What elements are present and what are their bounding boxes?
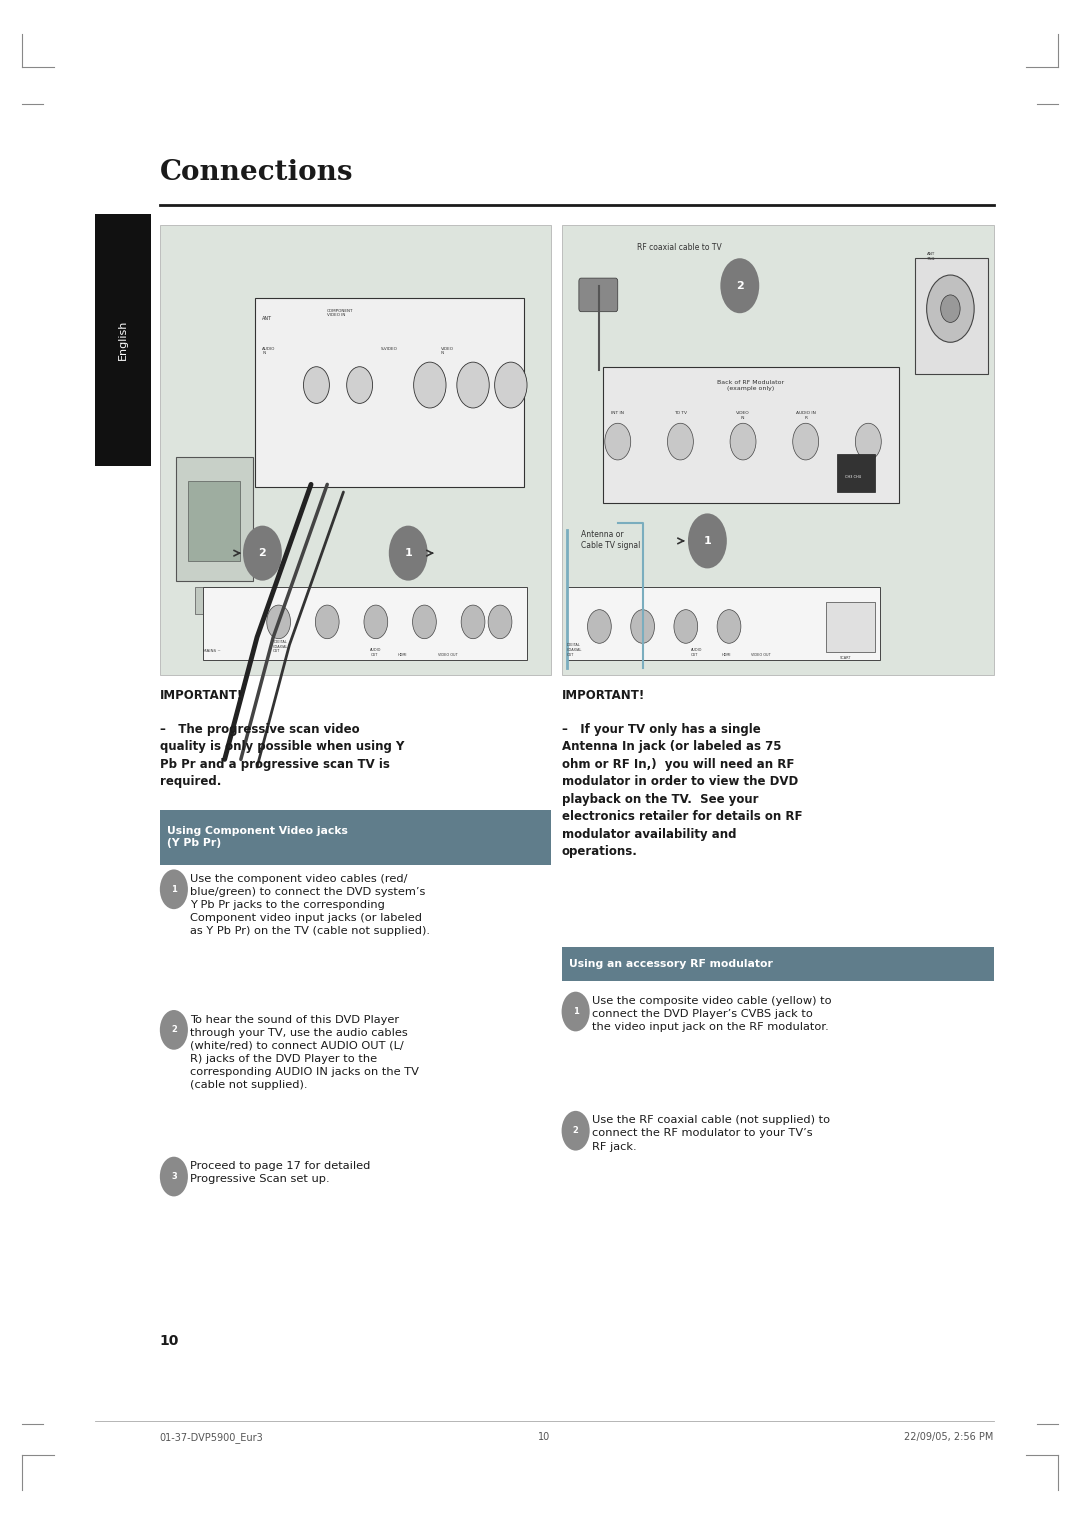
Circle shape — [315, 605, 339, 639]
Text: Antenna or
Cable TV signal: Antenna or Cable TV signal — [581, 530, 640, 550]
FancyBboxPatch shape — [176, 457, 253, 581]
Circle shape — [364, 605, 388, 639]
Circle shape — [303, 367, 329, 403]
Text: 1: 1 — [572, 1007, 579, 1016]
Text: TO TV: TO TV — [674, 411, 687, 416]
Text: VIDEO
IN: VIDEO IN — [441, 347, 454, 356]
Circle shape — [855, 423, 881, 460]
Text: Using an accessory RF modulator: Using an accessory RF modulator — [569, 960, 773, 969]
FancyBboxPatch shape — [95, 214, 151, 466]
FancyBboxPatch shape — [562, 947, 994, 981]
Circle shape — [605, 423, 631, 460]
FancyBboxPatch shape — [203, 587, 527, 660]
Text: VIDEO OUT: VIDEO OUT — [751, 652, 770, 657]
Text: 01-37-DVP5900_Eur3: 01-37-DVP5900_Eur3 — [160, 1432, 264, 1442]
Circle shape — [717, 610, 741, 643]
FancyBboxPatch shape — [915, 258, 988, 374]
FancyBboxPatch shape — [562, 225, 994, 675]
Circle shape — [389, 526, 428, 581]
Text: Proceed to page 17 for detailed
Progressive Scan set up.: Proceed to page 17 for detailed Progress… — [190, 1161, 370, 1184]
Text: Connections: Connections — [160, 159, 353, 186]
Circle shape — [562, 1111, 590, 1151]
Text: HDMI: HDMI — [397, 652, 407, 657]
FancyBboxPatch shape — [826, 602, 875, 652]
FancyBboxPatch shape — [195, 587, 228, 614]
Circle shape — [160, 1010, 188, 1050]
Text: 22/09/05, 2:56 PM: 22/09/05, 2:56 PM — [904, 1432, 994, 1442]
Text: COMPONENT
VIDEO IN: COMPONENT VIDEO IN — [327, 309, 354, 318]
Text: 2: 2 — [735, 281, 744, 290]
Text: Use the composite video cable (yellow) to
connect the DVD Player’s CVBS jack to
: Use the composite video cable (yellow) t… — [592, 996, 832, 1033]
Circle shape — [674, 610, 698, 643]
FancyBboxPatch shape — [255, 298, 524, 487]
Circle shape — [160, 1157, 188, 1196]
Circle shape — [730, 423, 756, 460]
Circle shape — [941, 295, 960, 322]
Text: 2: 2 — [572, 1126, 579, 1135]
Text: Back of RF Modulator
(example only): Back of RF Modulator (example only) — [717, 380, 784, 391]
Text: IMPORTANT!: IMPORTANT! — [160, 689, 243, 703]
Text: Use the component video cables (red/
blue/green) to connect the DVD system’s
Y P: Use the component video cables (red/ blu… — [190, 874, 430, 937]
Text: 1: 1 — [703, 536, 712, 545]
Text: 10: 10 — [160, 1334, 179, 1348]
Circle shape — [927, 275, 974, 342]
Circle shape — [414, 362, 446, 408]
Circle shape — [588, 610, 611, 643]
Circle shape — [562, 992, 590, 1031]
Text: HDMI: HDMI — [721, 652, 731, 657]
FancyBboxPatch shape — [188, 481, 240, 561]
FancyBboxPatch shape — [160, 810, 551, 865]
Text: MAINS ~: MAINS ~ — [203, 649, 221, 654]
Text: INT IN: INT IN — [611, 411, 624, 416]
Text: –   If your TV only has a single
Antenna In jack (or labeled as 75
ohm or RF In,: – If your TV only has a single Antenna I… — [562, 723, 802, 859]
Circle shape — [793, 423, 819, 460]
Text: DIGITAL
COAXIAL
OUT: DIGITAL COAXIAL OUT — [567, 643, 582, 657]
Text: AUDIO
OUT: AUDIO OUT — [370, 648, 382, 657]
FancyBboxPatch shape — [837, 454, 875, 492]
Text: English: English — [118, 319, 129, 361]
Text: S-VIDEO: S-VIDEO — [381, 347, 399, 351]
Text: To hear the sound of this DVD Player
through your TV, use the audio cables
(whit: To hear the sound of this DVD Player thr… — [190, 1015, 419, 1089]
Circle shape — [457, 362, 489, 408]
Text: CH3 CH4: CH3 CH4 — [845, 475, 861, 478]
Text: –   The progressive scan video
quality is only possible when using Y
Pb Pr and a: – The progressive scan video quality is … — [160, 723, 404, 788]
Text: IMPORTANT!: IMPORTANT! — [562, 689, 645, 703]
Text: Use the RF coaxial cable (not supplied) to
connect the RF modulator to your TV’s: Use the RF coaxial cable (not supplied) … — [592, 1115, 829, 1152]
Text: 1: 1 — [404, 549, 413, 558]
Text: ANT: ANT — [262, 316, 272, 321]
Circle shape — [688, 513, 727, 568]
FancyBboxPatch shape — [603, 367, 899, 503]
Text: RF coaxial cable to TV: RF coaxial cable to TV — [637, 243, 721, 252]
Text: AUDIO
OUT: AUDIO OUT — [691, 648, 703, 657]
Circle shape — [720, 258, 759, 313]
Text: 3: 3 — [171, 1172, 177, 1181]
Text: ANT
75Ω: ANT 75Ω — [927, 252, 935, 261]
FancyBboxPatch shape — [160, 225, 551, 675]
Circle shape — [160, 869, 188, 909]
Text: Using Component Video jacks
(Y Pb Pr): Using Component Video jacks (Y Pb Pr) — [167, 827, 348, 848]
Circle shape — [495, 362, 527, 408]
Text: VIDEO
IN: VIDEO IN — [737, 411, 750, 420]
Circle shape — [413, 605, 436, 639]
Text: AUDIO IN
R: AUDIO IN R — [796, 411, 815, 420]
Text: 2: 2 — [171, 1025, 177, 1034]
FancyBboxPatch shape — [579, 278, 618, 312]
Text: DIGITAL
COAXIAL
OUT: DIGITAL COAXIAL OUT — [273, 640, 288, 654]
Text: AUDIO
IN: AUDIO IN — [262, 347, 275, 356]
Circle shape — [631, 610, 654, 643]
Text: VIDEO OUT: VIDEO OUT — [438, 652, 458, 657]
Circle shape — [461, 605, 485, 639]
Text: 2: 2 — [258, 549, 267, 558]
Text: 1: 1 — [171, 885, 177, 894]
Circle shape — [243, 526, 282, 581]
FancyBboxPatch shape — [567, 587, 880, 660]
Circle shape — [667, 423, 693, 460]
Text: 10: 10 — [538, 1432, 551, 1442]
Text: SCART: SCART — [840, 656, 852, 660]
Circle shape — [267, 605, 291, 639]
Circle shape — [488, 605, 512, 639]
Circle shape — [347, 367, 373, 403]
